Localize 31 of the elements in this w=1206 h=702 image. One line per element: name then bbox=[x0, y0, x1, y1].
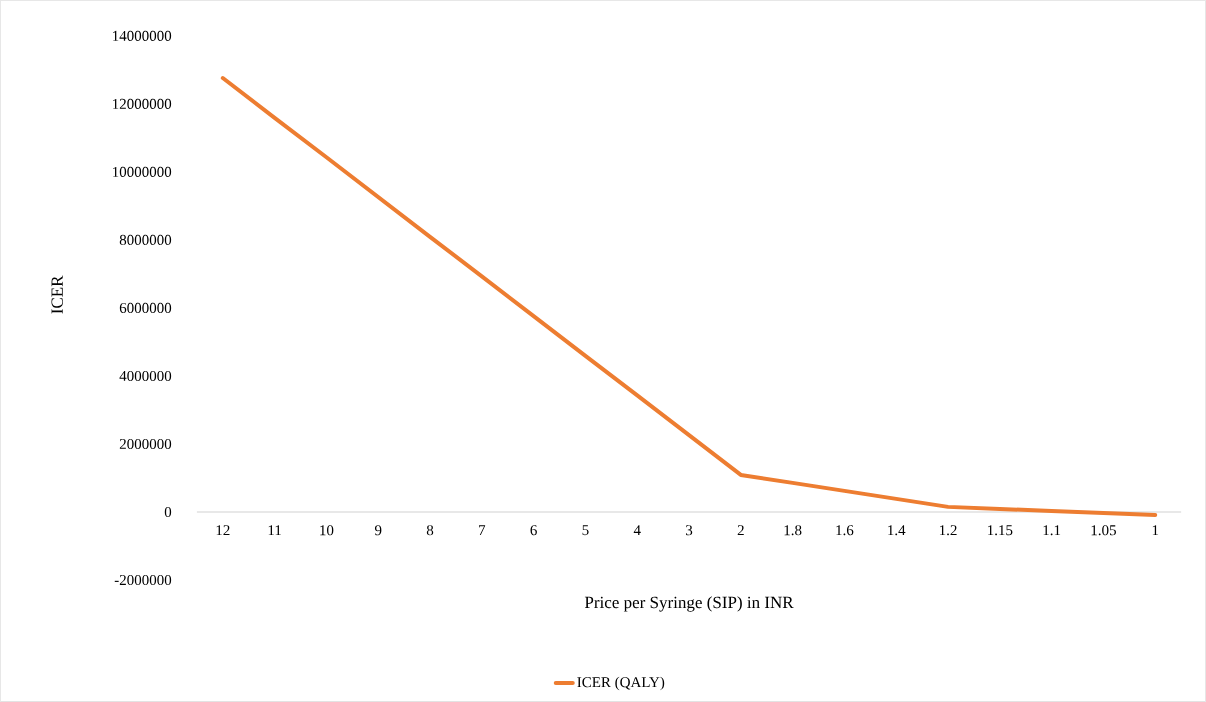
y-tick-label: 14000000 bbox=[113, 30, 172, 41]
x-tick-label: 9 bbox=[374, 525, 382, 536]
x-tick-label: 8 bbox=[426, 525, 434, 536]
x-tick-label: 10 bbox=[320, 525, 334, 536]
y-tick-label: 6000000 bbox=[119, 302, 172, 314]
y-tick-label: 0 bbox=[164, 506, 172, 518]
y-tick-label: -2000000 bbox=[114, 574, 172, 586]
x-tick-label: 1.4 bbox=[888, 525, 906, 536]
x-tick-label: 4 bbox=[633, 525, 641, 536]
x-axis-title: Price per Syringe (SIP) in INR bbox=[584, 596, 794, 612]
x-tick-label: 1.8 bbox=[784, 525, 802, 536]
x-tick-label: 1 bbox=[1152, 525, 1159, 536]
x-tick-label: 2 bbox=[737, 525, 744, 536]
y-axis-title: ICER bbox=[51, 275, 63, 314]
x-tick-label: 6 bbox=[530, 525, 537, 536]
x-tick-label: 12 bbox=[216, 525, 230, 536]
y-tick-label: 8000000 bbox=[119, 234, 172, 246]
x-tick-label: 11 bbox=[268, 525, 281, 536]
y-tick-label: 10000000 bbox=[113, 166, 172, 177]
x-tick-label: 1.05 bbox=[1091, 525, 1116, 536]
x-tick-label: 1.2 bbox=[939, 525, 957, 536]
x-tick-label: 3 bbox=[686, 525, 693, 536]
x-tick-label: 1.1 bbox=[1043, 525, 1061, 536]
y-tick-label: 4000000 bbox=[119, 370, 172, 382]
x-tick-label: 7 bbox=[479, 525, 486, 536]
x-tick-label: 1.15 bbox=[988, 525, 1013, 536]
y-tick-label: 12000000 bbox=[113, 98, 172, 109]
y-tick-label: 2000000 bbox=[119, 438, 172, 450]
x-tick-label: 1.6 bbox=[836, 525, 854, 536]
x-tick-label: 5 bbox=[582, 525, 589, 536]
legend-label: ICER (QALY) bbox=[577, 676, 665, 691]
